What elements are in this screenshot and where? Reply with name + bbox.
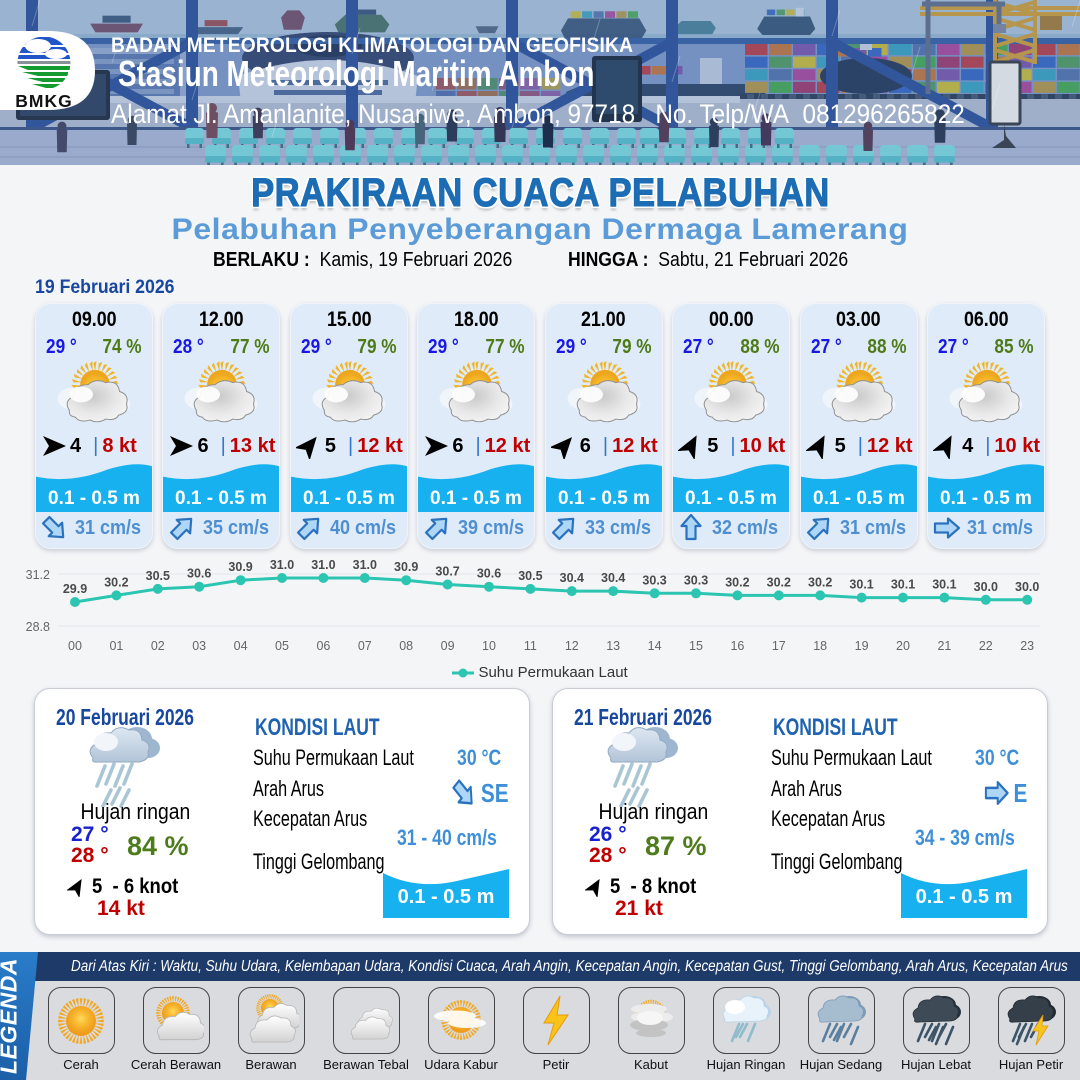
svg-text:0.1 - 0.5 m: 0.1 - 0.5 m [175, 488, 267, 509]
svg-text:18: 18 [813, 639, 827, 653]
svg-text:30.2: 30.2 [104, 575, 128, 589]
svg-text:05: 05 [275, 639, 289, 653]
svg-text:30.2: 30.2 [767, 575, 791, 589]
svg-text:30.1: 30.1 [891, 578, 915, 592]
svg-text:23: 23 [1020, 639, 1034, 653]
svg-text:0.1 - 0.5 m: 0.1 - 0.5 m [916, 886, 1013, 908]
svg-text:03: 03 [192, 639, 206, 653]
svg-text:30.9: 30.9 [394, 560, 418, 574]
svg-text:BMKG: BMKG [15, 91, 72, 111]
svg-text:30.1: 30.1 [849, 578, 873, 592]
svg-text:04: 04 [234, 639, 248, 653]
svg-text:30.3: 30.3 [642, 573, 666, 587]
svg-text:28.8: 28.8 [26, 620, 50, 634]
svg-text:31.0: 31.0 [353, 558, 377, 572]
svg-text:19: 19 [855, 639, 869, 653]
svg-text:30.5: 30.5 [146, 569, 170, 583]
svg-text:30.5: 30.5 [518, 569, 542, 583]
svg-text:17: 17 [772, 639, 786, 653]
svg-text:0.1 - 0.5 m: 0.1 - 0.5 m [685, 488, 777, 509]
svg-text:31.0: 31.0 [270, 558, 294, 572]
svg-text:30.1: 30.1 [932, 578, 956, 592]
svg-text:22: 22 [979, 639, 993, 653]
svg-text:30.9: 30.9 [228, 560, 252, 574]
svg-text:30.7: 30.7 [435, 565, 459, 579]
svg-text:07: 07 [358, 639, 372, 653]
svg-text:21: 21 [937, 639, 951, 653]
svg-text:0.1 - 0.5 m: 0.1 - 0.5 m [430, 488, 522, 509]
svg-text:0.1 - 0.5 m: 0.1 - 0.5 m [303, 488, 395, 509]
svg-text:12: 12 [565, 639, 579, 653]
svg-text:30.0: 30.0 [974, 580, 998, 594]
svg-text:06: 06 [316, 639, 330, 653]
svg-text:30.2: 30.2 [725, 575, 749, 589]
svg-text:30.2: 30.2 [808, 575, 832, 589]
svg-text:00: 00 [68, 639, 82, 653]
svg-text:0.1 - 0.5 m: 0.1 - 0.5 m [558, 488, 650, 509]
svg-text:0.1 - 0.5 m: 0.1 - 0.5 m [398, 886, 495, 908]
svg-text:13: 13 [606, 639, 620, 653]
svg-text:09: 09 [441, 639, 455, 653]
svg-text:30.3: 30.3 [684, 573, 708, 587]
svg-text:08: 08 [399, 639, 413, 653]
svg-text:16: 16 [730, 639, 744, 653]
svg-text:0.1 - 0.5 m: 0.1 - 0.5 m [940, 488, 1032, 509]
svg-text:10: 10 [482, 639, 496, 653]
svg-text:01: 01 [109, 639, 123, 653]
svg-text:31.0: 31.0 [311, 558, 335, 572]
svg-text:31.2: 31.2 [26, 568, 50, 582]
svg-text:20: 20 [896, 639, 910, 653]
svg-text:30.0: 30.0 [1015, 580, 1039, 594]
svg-text:14: 14 [648, 639, 662, 653]
svg-text:0.1 - 0.5 m: 0.1 - 0.5 m [48, 488, 140, 509]
svg-text:11: 11 [524, 639, 537, 653]
svg-text:29.9: 29.9 [63, 582, 87, 596]
svg-text:0.1 - 0.5 m: 0.1 - 0.5 m [813, 488, 905, 509]
svg-text:02: 02 [151, 639, 165, 653]
svg-text:30.6: 30.6 [187, 567, 211, 581]
svg-text:30.4: 30.4 [560, 571, 584, 585]
svg-text:30.6: 30.6 [477, 567, 501, 581]
svg-text:15: 15 [689, 639, 703, 653]
svg-text:30.4: 30.4 [601, 571, 625, 585]
